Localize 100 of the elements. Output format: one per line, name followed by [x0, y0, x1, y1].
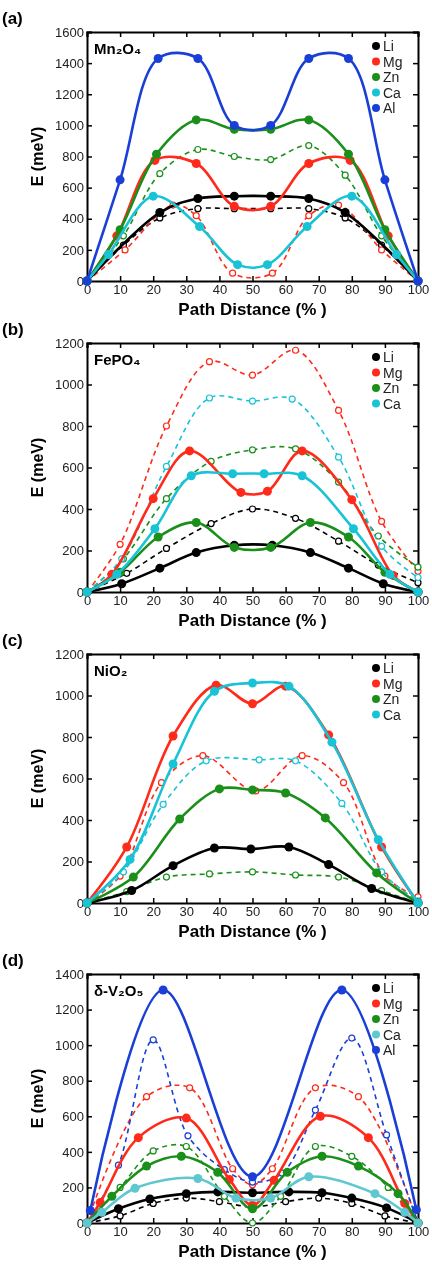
- x-axis-title: Path Distance (% ): [178, 922, 327, 941]
- y-tick-label: 1200: [55, 335, 84, 351]
- x-tick-label: 40: [212, 282, 228, 298]
- legend-label: Zn: [383, 380, 400, 396]
- y-axis-title: E (meV): [29, 748, 46, 809]
- x-axis-title: Path Distance (% ): [178, 300, 327, 319]
- legend-label: Li: [383, 38, 394, 54]
- legend-label: Zn: [383, 1011, 400, 1027]
- legend-label: Ca: [383, 84, 402, 101]
- legend-label: Li: [383, 660, 394, 676]
- x-tick-label: 60: [278, 282, 294, 298]
- x-tick-label: 30: [179, 904, 195, 920]
- y-tick-label: 600: [62, 1108, 84, 1124]
- x-tick-label: 50: [245, 1224, 261, 1240]
- x-tick-label: 20: [146, 1224, 161, 1240]
- x-tick-label: 30: [179, 1224, 195, 1240]
- y-tick-label: 200: [62, 854, 84, 870]
- legend-label: Mg: [383, 995, 403, 1012]
- x-tick-label: 70: [311, 904, 327, 920]
- x-tick-label: 30: [179, 282, 195, 298]
- y-tick-label: 800: [62, 729, 84, 745]
- x-tick-label: 100: [407, 1224, 430, 1240]
- x-tick-label: 80: [345, 282, 360, 298]
- x-tick-label: 80: [345, 593, 360, 609]
- x-tick-label: 90: [378, 904, 393, 920]
- legend-label: Al: [383, 1042, 396, 1058]
- x-tick-label: 20: [146, 904, 161, 920]
- y-axis-title: E (meV): [29, 437, 46, 498]
- x-tick-label: 90: [378, 593, 393, 609]
- x-tick-label: 40: [212, 1224, 228, 1240]
- x-tick-label: 60: [278, 904, 294, 920]
- y-axis-title: E (meV): [29, 126, 46, 187]
- legend-label: Mg: [383, 675, 403, 692]
- y-tick-label: 1000: [55, 688, 84, 704]
- x-tick-label: 80: [345, 904, 360, 920]
- y-tick-label: 1400: [55, 966, 84, 982]
- y-tick-label: 1600: [55, 24, 84, 40]
- x-tick-label: 10: [113, 593, 128, 609]
- y-tick-label: 800: [62, 149, 84, 165]
- x-tick-label: 70: [311, 593, 327, 609]
- legend-label: Li: [383, 349, 394, 365]
- x-tick-label: 60: [278, 1224, 294, 1240]
- text: (b): [2, 320, 24, 339]
- text: NiO₂: [94, 662, 128, 679]
- legend-label: Mg: [383, 364, 403, 381]
- x-tick-label: 70: [311, 1224, 327, 1240]
- y-tick-label: 200: [62, 543, 84, 559]
- x-tick-label: 60: [278, 593, 294, 609]
- y-tick-label: 1200: [55, 86, 84, 102]
- legend-label: Ca: [383, 395, 402, 412]
- text: FePO₄: [94, 351, 141, 368]
- y-tick-label: 400: [62, 812, 84, 828]
- x-tick-label: 40: [212, 904, 228, 920]
- text: (c): [2, 631, 23, 650]
- legend-label: Zn: [383, 69, 400, 85]
- x-tick-label: 30: [179, 593, 195, 609]
- legend-label: Zn: [383, 691, 400, 707]
- x-tick-label: 10: [113, 282, 128, 298]
- x-tick-label: 10: [113, 1224, 128, 1240]
- x-tick-label: 80: [345, 1224, 360, 1240]
- text: (d): [2, 951, 24, 970]
- y-tick-label: 600: [62, 180, 84, 196]
- legend-label: Al: [383, 100, 396, 116]
- x-axis-title: Path Distance (% ): [178, 1242, 327, 1261]
- x-tick-label: 100: [407, 282, 430, 298]
- x-tick-label: 10: [113, 904, 128, 920]
- y-tick-label: 400: [62, 501, 84, 517]
- x-tick-label: 50: [245, 904, 261, 920]
- x-tick-label: 50: [245, 282, 261, 298]
- y-tick-label: 200: [62, 242, 84, 258]
- text: δ-V₂O₅: [94, 982, 144, 999]
- y-tick-label: 1200: [55, 646, 84, 662]
- y-tick-label: 1000: [55, 1037, 84, 1053]
- x-tick-label: 20: [146, 593, 161, 609]
- x-tick-label: 90: [378, 282, 393, 298]
- x-tick-label: 100: [407, 904, 430, 920]
- y-tick-label: 600: [62, 771, 84, 787]
- legend-label: Ca: [383, 706, 402, 723]
- legend-label: Ca: [383, 1026, 402, 1043]
- y-axis-title: E (meV): [29, 1068, 46, 1129]
- y-tick-label: 400: [62, 1144, 84, 1160]
- text: (a): [2, 9, 23, 28]
- x-tick-label: 40: [212, 593, 228, 609]
- legend-label: Li: [383, 980, 394, 996]
- x-axis-title: Path Distance (% ): [178, 611, 327, 630]
- y-tick-label: 1000: [55, 377, 84, 393]
- x-tick-label: 90: [378, 1224, 393, 1240]
- y-tick-label: 1200: [55, 1002, 84, 1018]
- y-tick-label: 1400: [55, 55, 84, 71]
- y-tick-label: 800: [62, 1073, 84, 1089]
- legend-label: Mg: [383, 53, 403, 70]
- y-tick-label: 400: [62, 211, 84, 227]
- x-tick-label: 20: [146, 282, 161, 298]
- y-tick-label: 1000: [55, 118, 84, 134]
- x-tick-label: 50: [245, 593, 261, 609]
- x-tick-label: 70: [311, 282, 327, 298]
- x-tick-label: 100: [407, 593, 430, 609]
- y-tick-label: 600: [62, 460, 84, 476]
- text: Mn₂O₄: [94, 40, 142, 57]
- y-tick-label: 200: [62, 1180, 84, 1196]
